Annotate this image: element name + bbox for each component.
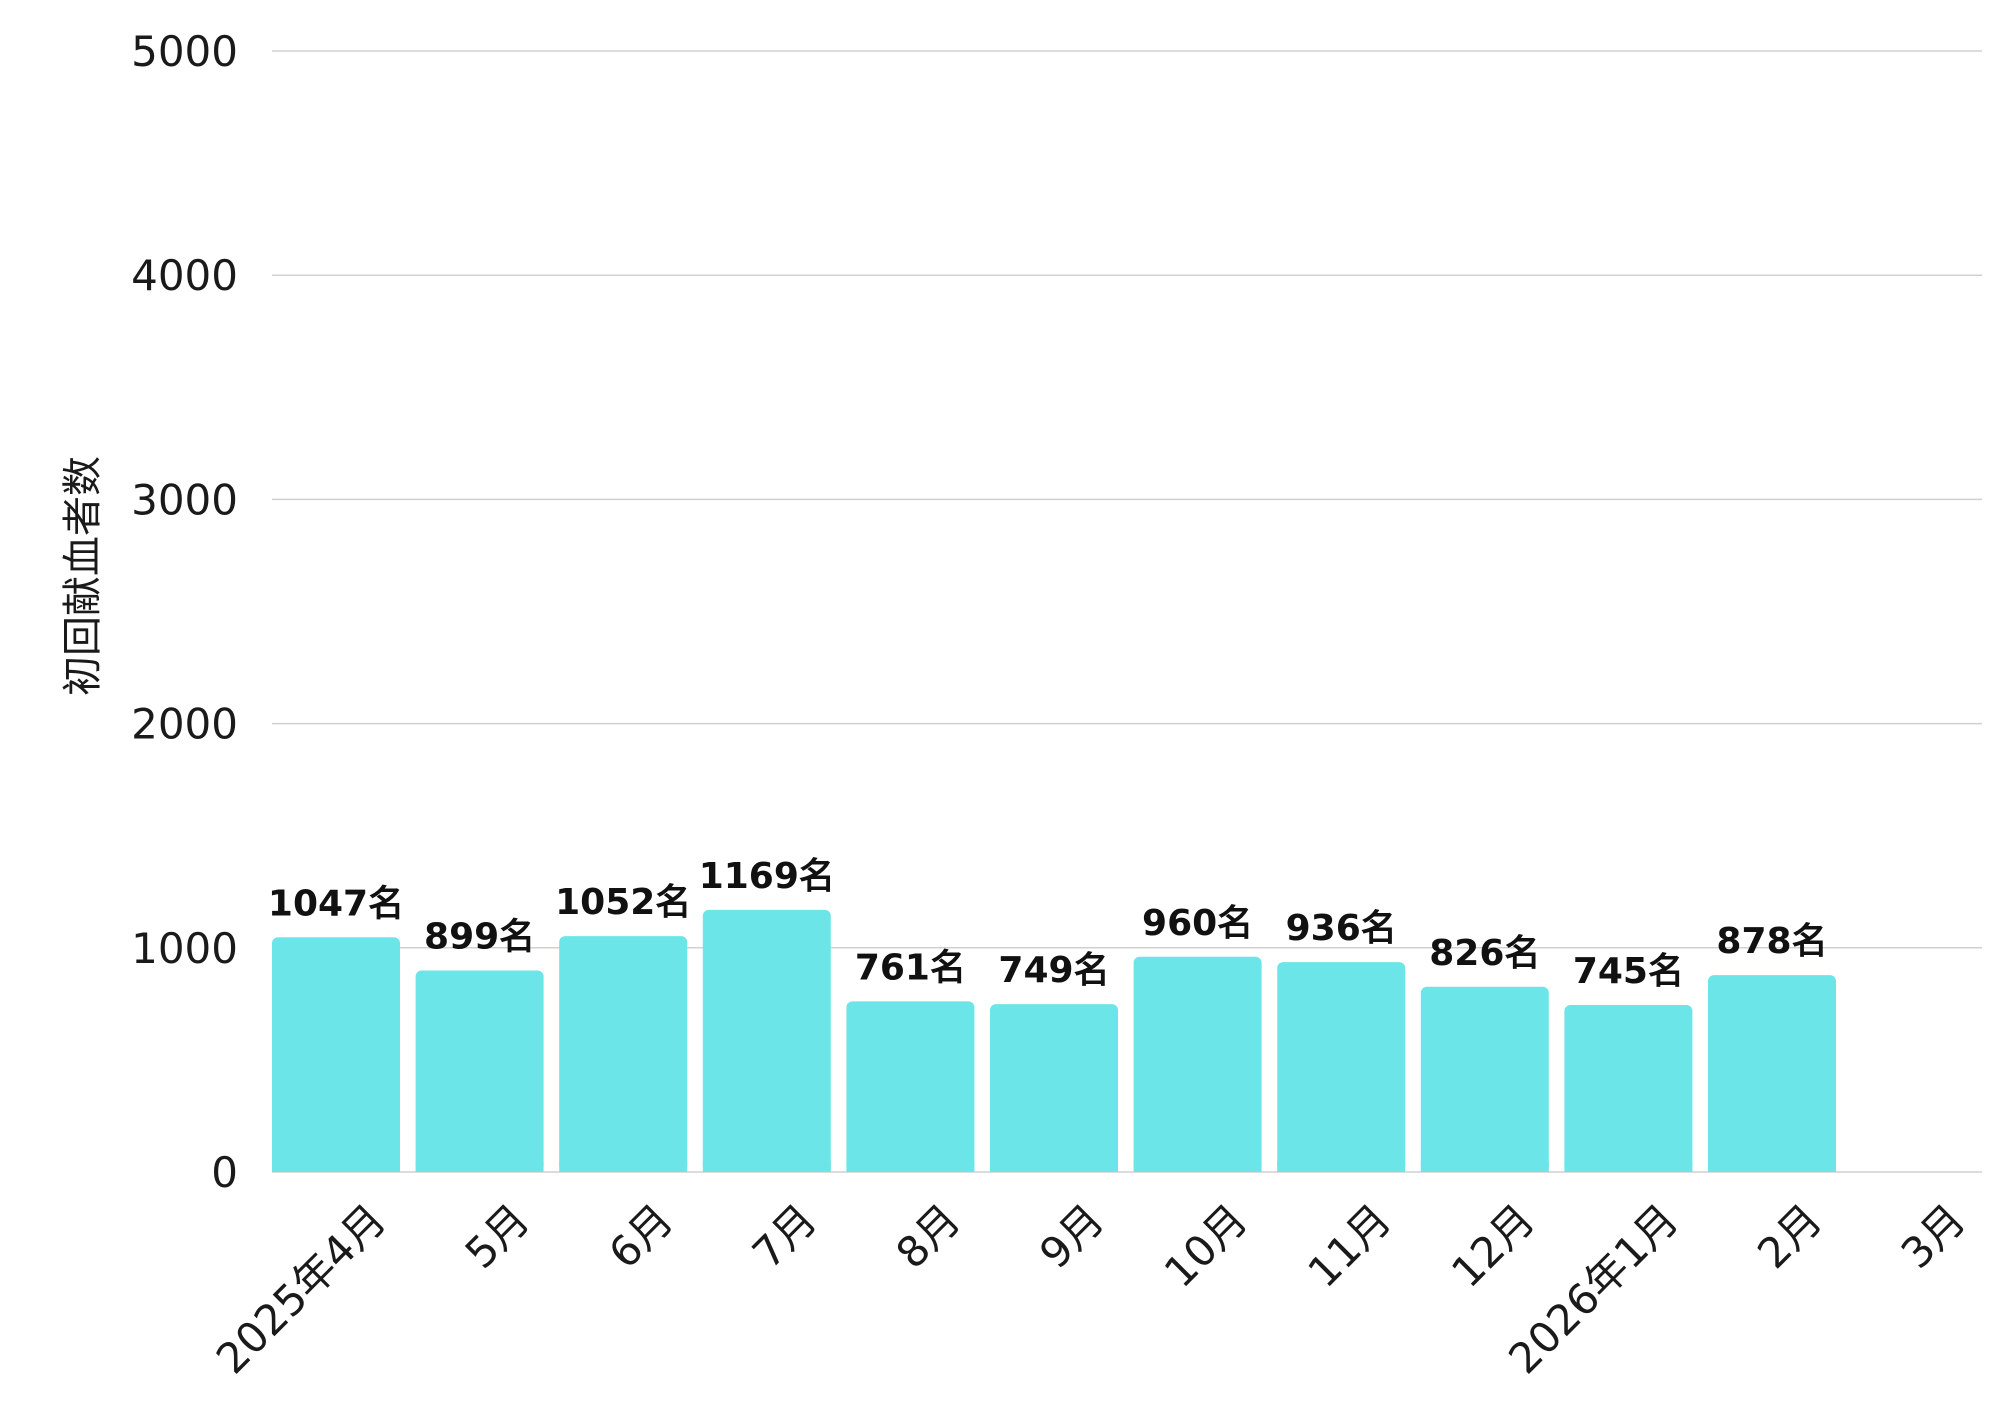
data-label: 960名	[1142, 903, 1253, 944]
x-tick-label: 2月	[1748, 1195, 1831, 1278]
y-tick-labels: 0 1000 2000 3000 4000 5000	[131, 27, 238, 1197]
x-tick-label: 5月	[456, 1195, 539, 1278]
y-tick-label: 1000	[131, 924, 238, 973]
bar-4	[846, 1001, 975, 1172]
bar-1	[415, 970, 544, 1172]
x-tick-label: 7月	[743, 1195, 826, 1278]
y-tick-label: 3000	[131, 475, 238, 524]
bar-3	[702, 909, 831, 1172]
data-label: 749名	[998, 950, 1109, 991]
data-label: 899名	[424, 916, 535, 957]
bar-5	[990, 1004, 1118, 1172]
x-tick-label: 3月	[1892, 1195, 1975, 1278]
bar-base-8	[1420, 1162, 1549, 1172]
bar-0	[272, 937, 400, 1172]
data-label: 878名	[1716, 921, 1827, 962]
bar-10	[1708, 975, 1836, 1172]
data-label: 1052名	[555, 882, 691, 923]
bar-6	[1133, 956, 1262, 1172]
bar-base-5	[990, 1162, 1118, 1172]
bar-base-2	[559, 1162, 688, 1172]
x-tick-label: 11月	[1298, 1195, 1400, 1297]
y-tick-label: 2000	[131, 700, 238, 749]
bar-2	[559, 936, 688, 1172]
bar-7	[1277, 962, 1406, 1172]
x-tick-label: 10月	[1155, 1195, 1257, 1297]
bar-base-1	[415, 1162, 544, 1172]
x-tick-label: 9月	[1030, 1195, 1113, 1278]
y-tick-label: 4000	[131, 251, 238, 300]
y-axis-label: 初回献血者数	[60, 456, 106, 696]
grid-lines	[272, 50, 1982, 1173]
x-tick-label: 12月	[1442, 1195, 1544, 1297]
bar-base-3	[702, 1162, 831, 1172]
x-tick-label: 2025年4月	[207, 1195, 396, 1384]
y-tick-label: 5000	[131, 27, 238, 76]
x-tick-label: 6月	[599, 1195, 682, 1278]
data-label: 1047名	[268, 883, 404, 924]
bar-base-10	[1708, 1162, 1836, 1172]
bar-8	[1420, 986, 1549, 1172]
bar-base-4	[846, 1162, 975, 1172]
data-label: 1169名	[699, 856, 835, 897]
data-label: 761名	[855, 947, 966, 988]
bar-9	[1564, 1004, 1693, 1172]
bar-base-0	[272, 1162, 400, 1172]
bars	[272, 909, 1836, 1172]
data-label: 745名	[1573, 951, 1684, 992]
x-tick-label: 8月	[886, 1195, 969, 1278]
data-label: 826名	[1429, 933, 1540, 974]
bar-base-9	[1564, 1162, 1693, 1172]
data-label: 936名	[1286, 908, 1397, 949]
bar-base-7	[1277, 1162, 1406, 1172]
y-tick-label: 0	[211, 1148, 238, 1197]
bar-base-6	[1133, 1162, 1262, 1172]
